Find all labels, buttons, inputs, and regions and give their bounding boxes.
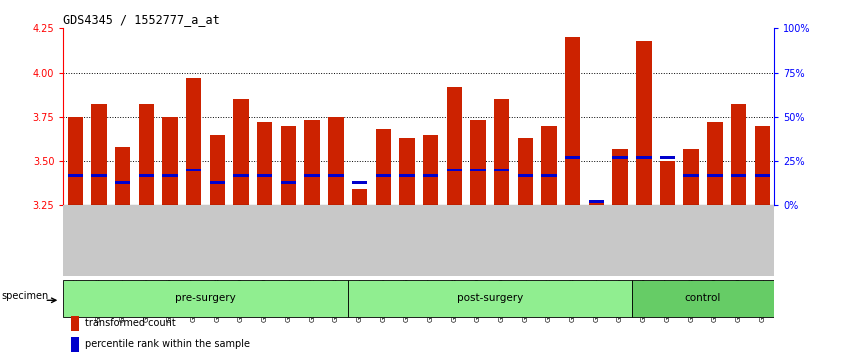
Bar bbox=[281, 126, 296, 205]
Bar bbox=[186, 169, 201, 171]
Bar bbox=[186, 78, 201, 205]
Bar bbox=[541, 126, 557, 205]
Bar bbox=[70, 337, 79, 352]
Bar bbox=[305, 174, 320, 177]
Bar bbox=[518, 138, 533, 205]
Bar bbox=[233, 174, 249, 177]
Bar bbox=[352, 189, 367, 205]
Bar bbox=[660, 156, 675, 159]
Text: GDS4345 / 1552777_a_at: GDS4345 / 1552777_a_at bbox=[63, 13, 220, 26]
Bar bbox=[115, 181, 130, 184]
Bar bbox=[423, 174, 438, 177]
Bar bbox=[613, 149, 628, 205]
Bar bbox=[684, 149, 699, 205]
Bar bbox=[565, 156, 580, 159]
FancyBboxPatch shape bbox=[348, 280, 632, 317]
Bar bbox=[328, 117, 343, 205]
Text: control: control bbox=[685, 293, 721, 303]
Text: specimen: specimen bbox=[1, 291, 48, 301]
FancyBboxPatch shape bbox=[63, 280, 348, 317]
Bar bbox=[68, 117, 83, 205]
Bar bbox=[91, 174, 107, 177]
Bar bbox=[755, 174, 770, 177]
Bar bbox=[139, 104, 154, 205]
Bar bbox=[470, 169, 486, 171]
Bar bbox=[139, 174, 154, 177]
Bar bbox=[233, 99, 249, 205]
Bar bbox=[518, 174, 533, 177]
Bar bbox=[613, 156, 628, 159]
Bar bbox=[494, 169, 509, 171]
Bar bbox=[731, 104, 746, 205]
Bar bbox=[589, 202, 604, 205]
Bar bbox=[636, 156, 651, 159]
Bar bbox=[494, 99, 509, 205]
Bar bbox=[162, 174, 178, 177]
Bar bbox=[684, 174, 699, 177]
Bar bbox=[707, 122, 722, 205]
Bar bbox=[376, 174, 391, 177]
Bar bbox=[257, 174, 272, 177]
Bar bbox=[68, 174, 83, 177]
Bar bbox=[91, 104, 107, 205]
Bar bbox=[257, 122, 272, 205]
Bar bbox=[352, 181, 367, 184]
Bar bbox=[707, 174, 722, 177]
Bar bbox=[660, 161, 675, 205]
Bar bbox=[281, 181, 296, 184]
Bar bbox=[399, 174, 415, 177]
Bar bbox=[755, 126, 770, 205]
Bar bbox=[447, 169, 462, 171]
Bar bbox=[636, 41, 651, 205]
Bar bbox=[115, 147, 130, 205]
Bar bbox=[328, 174, 343, 177]
Bar bbox=[162, 117, 178, 205]
Bar bbox=[731, 174, 746, 177]
Bar bbox=[210, 135, 225, 205]
Text: pre-surgery: pre-surgery bbox=[175, 293, 236, 303]
Text: percentile rank within the sample: percentile rank within the sample bbox=[85, 339, 250, 349]
Bar bbox=[589, 200, 604, 203]
Bar bbox=[565, 37, 580, 205]
Bar bbox=[305, 120, 320, 205]
Bar bbox=[423, 135, 438, 205]
Bar bbox=[447, 87, 462, 205]
Bar bbox=[376, 129, 391, 205]
Bar bbox=[399, 138, 415, 205]
FancyBboxPatch shape bbox=[632, 280, 774, 317]
Bar bbox=[541, 174, 557, 177]
Text: transformed count: transformed count bbox=[85, 318, 175, 328]
Bar bbox=[70, 316, 79, 331]
Bar bbox=[470, 120, 486, 205]
Text: post-surgery: post-surgery bbox=[457, 293, 523, 303]
Bar bbox=[210, 181, 225, 184]
